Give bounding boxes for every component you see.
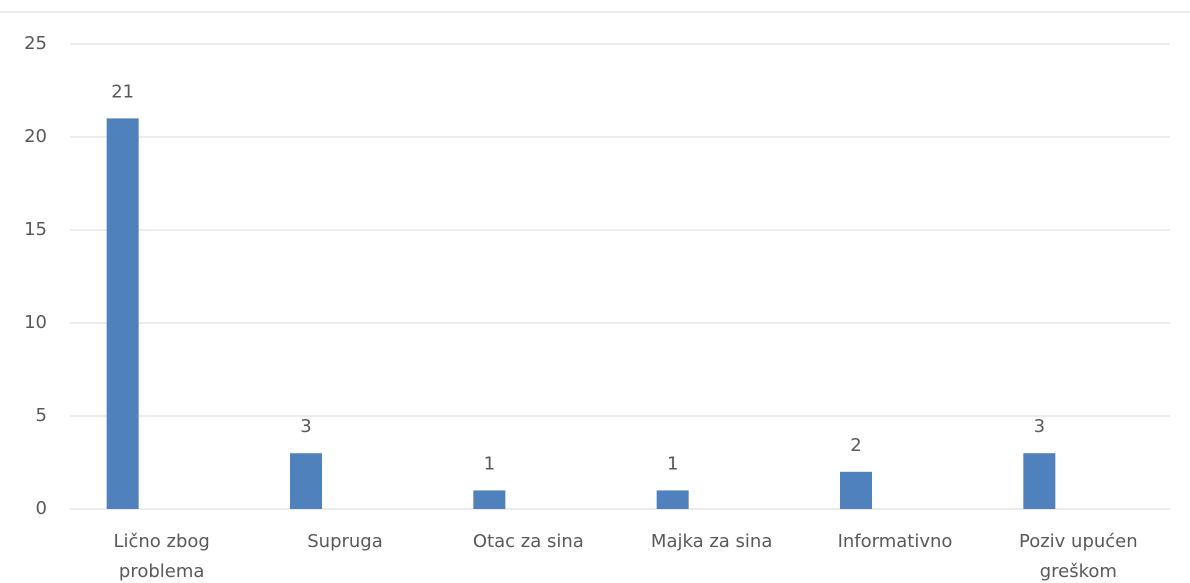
value-label: 2 [850,435,861,456]
x-tick-label: Otac za sina [472,531,584,552]
x-tick-label: Poziv upućen greškom [1018,531,1138,582]
x-tick-label: Majka za sina [650,531,773,552]
bar [106,118,139,510]
bar [473,490,506,509]
value-label: 21 [111,81,134,102]
value-label: 3 [300,416,311,437]
x-tick-label: Supruga [307,531,383,552]
value-label: 1 [484,453,495,474]
y-tick-label: 20 [24,126,47,147]
x-tick-label: Informativno [837,531,953,552]
value-label: 1 [667,453,678,474]
x-tick-label: Lično zbog problema [113,531,210,582]
y-tick-label: 10 [24,312,47,333]
y-tick-label: 0 [36,498,47,519]
y-tick-label: 15 [24,219,47,240]
bar [840,471,872,509]
bar [290,453,322,509]
value-label: 3 [1034,416,1045,437]
y-tick-label: 25 [24,33,47,54]
y-tick-label: 5 [36,405,47,426]
bar [1023,453,1056,509]
bar [656,490,689,509]
